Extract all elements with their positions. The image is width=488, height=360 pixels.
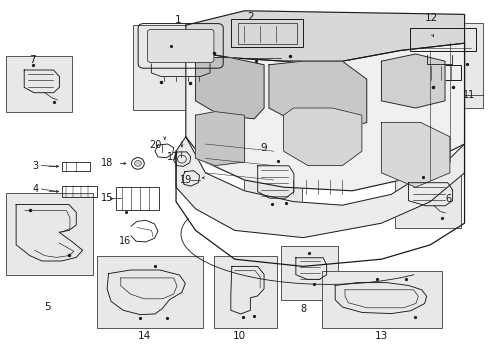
Bar: [116, 187, 159, 210]
Text: 9: 9: [260, 143, 267, 153]
Bar: [133, 25, 228, 110]
Text: 12: 12: [424, 13, 437, 23]
Polygon shape: [381, 54, 444, 108]
Text: 19: 19: [179, 175, 192, 185]
Bar: [400, 23, 482, 108]
Bar: [97, 256, 203, 328]
FancyBboxPatch shape: [147, 30, 214, 62]
Polygon shape: [185, 11, 464, 61]
Text: 5: 5: [44, 302, 51, 312]
Ellipse shape: [134, 161, 141, 166]
Text: 18: 18: [100, 158, 113, 168]
Text: 11: 11: [462, 90, 475, 100]
Bar: [426, 65, 460, 80]
Text: 17: 17: [167, 152, 180, 162]
Bar: [6, 193, 93, 275]
Bar: [221, 22, 311, 79]
Text: 4: 4: [32, 184, 38, 194]
Text: 15: 15: [101, 193, 114, 203]
Bar: [214, 256, 276, 328]
Polygon shape: [195, 58, 264, 119]
Polygon shape: [381, 122, 449, 187]
Text: 3: 3: [32, 161, 38, 171]
Bar: [244, 155, 302, 221]
Text: 13: 13: [374, 330, 387, 341]
Bar: [62, 162, 90, 171]
Bar: [230, 19, 303, 47]
Bar: [62, 186, 97, 197]
Bar: [280, 246, 338, 300]
Bar: [6, 56, 72, 112]
Text: 2: 2: [246, 12, 253, 22]
Bar: [409, 28, 475, 51]
Text: 20: 20: [149, 140, 162, 150]
Polygon shape: [268, 61, 366, 130]
Text: 6: 6: [445, 194, 451, 204]
Bar: [394, 168, 460, 228]
Polygon shape: [283, 108, 361, 166]
Text: 16: 16: [118, 236, 131, 246]
Bar: [237, 23, 296, 44]
Polygon shape: [195, 112, 244, 166]
Text: 1: 1: [175, 15, 182, 25]
Text: 14: 14: [137, 330, 151, 341]
Text: 7: 7: [29, 55, 36, 66]
Text: 10: 10: [233, 330, 245, 341]
Text: 8: 8: [300, 304, 305, 314]
Polygon shape: [176, 137, 464, 238]
Bar: [321, 271, 441, 328]
Polygon shape: [185, 43, 464, 191]
